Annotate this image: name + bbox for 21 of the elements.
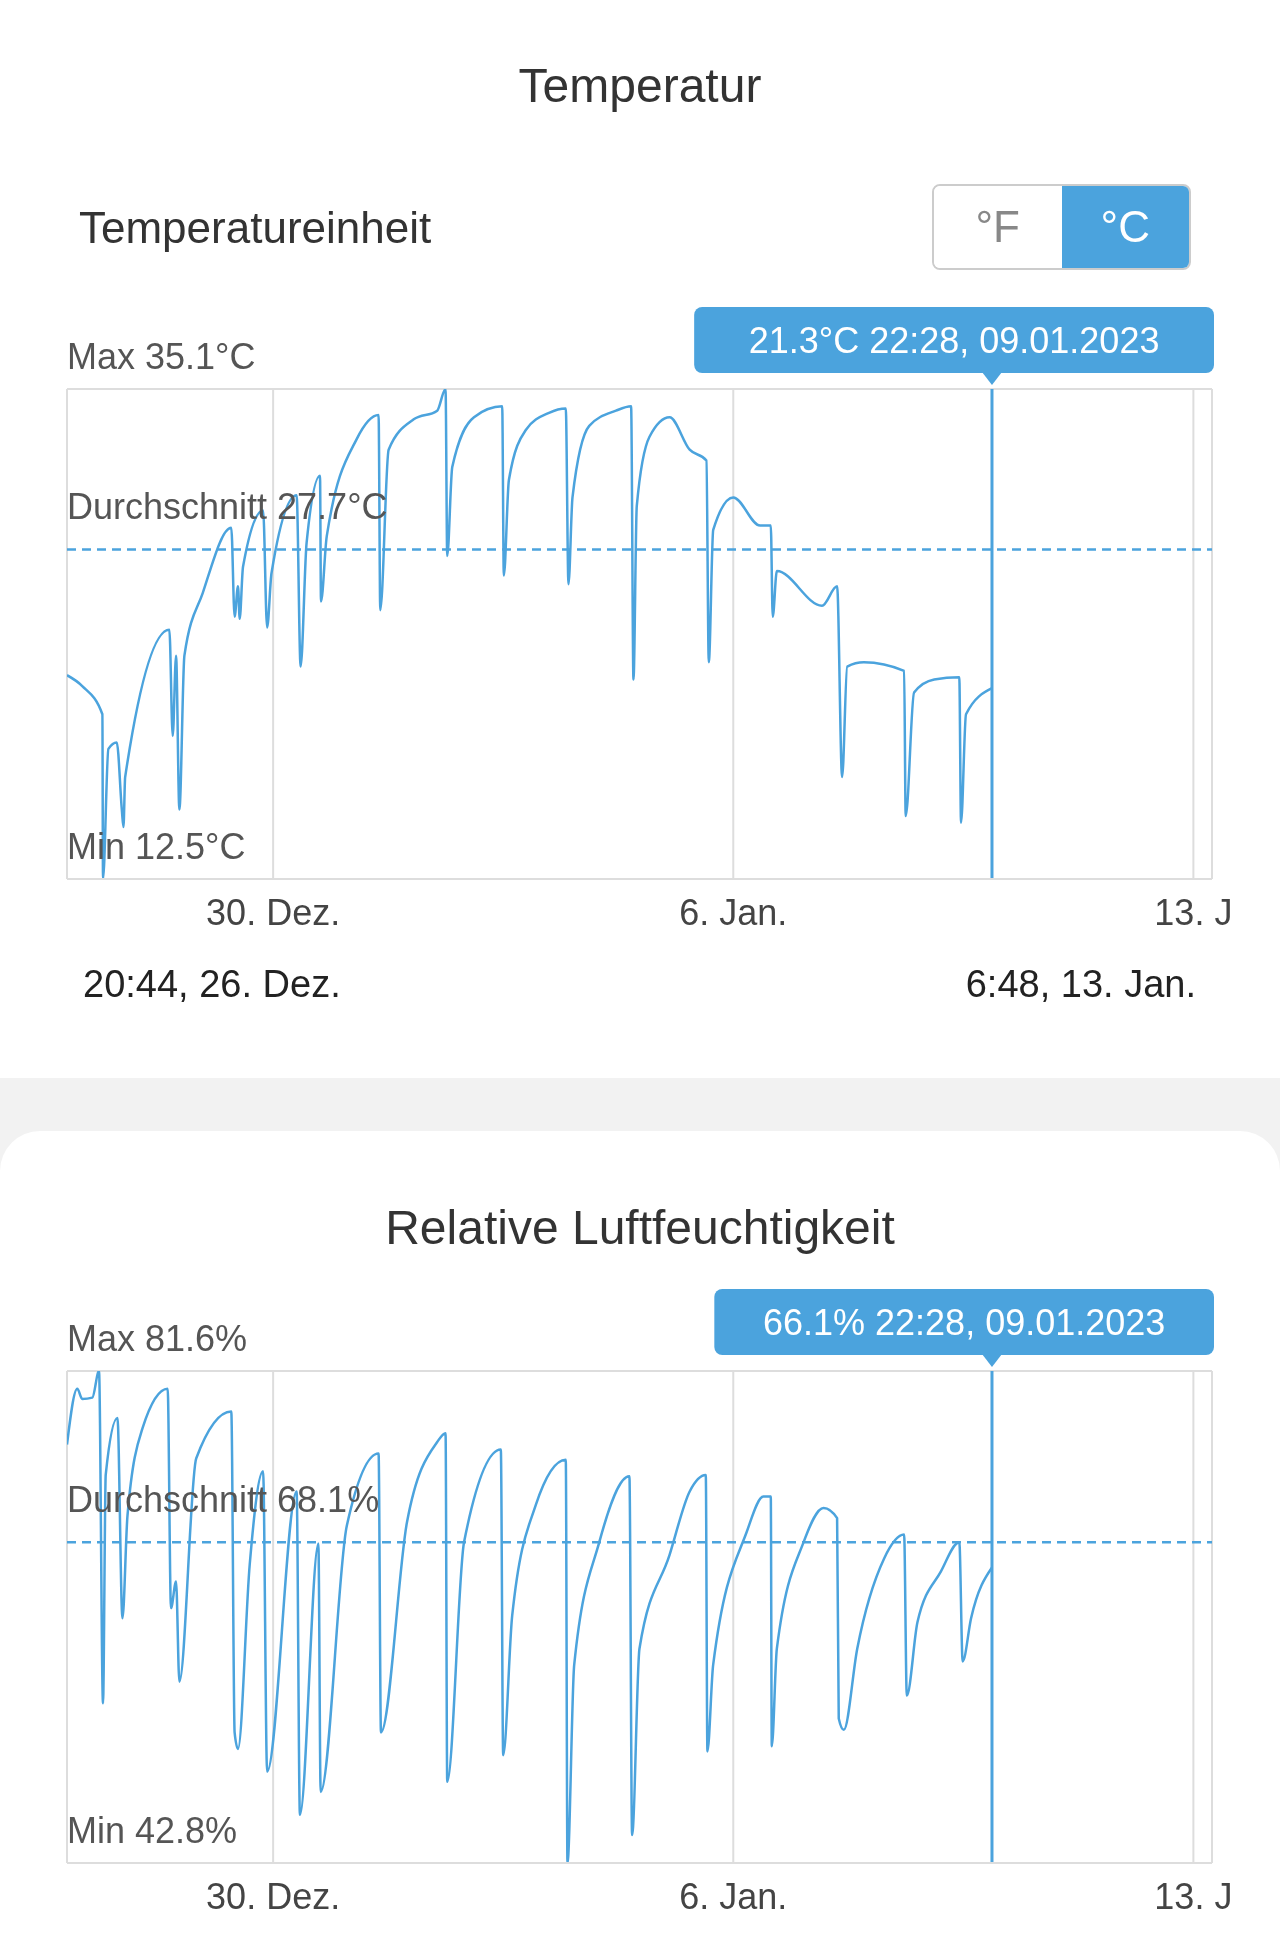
y-tick-label: 12.5°C (135, 826, 246, 867)
y-tick-label: 81.6% (145, 1318, 248, 1359)
text: 6:48, 13. Jan. (965, 963, 1196, 1005)
x-tick-label: 6. Jan. (679, 892, 788, 933)
ref-line-label: 21.3°C 22:28, 09.01.2023 (748, 320, 1160, 361)
text: Max (67, 336, 136, 377)
x-tick-label: 6. Jan. (679, 1876, 788, 1917)
unit-toggle: °F °C (932, 184, 1191, 270)
chart-title: Relative Luftfeuchtigkeit (385, 1201, 895, 1254)
ref-line-label: 66.1% 22:28, 09.01.2023 (762, 1302, 1166, 1343)
y-tick-label: 42.8% (135, 1810, 238, 1851)
x-tick-label: 13. J (1154, 892, 1233, 933)
text: 20:44, 26. Dez. (83, 963, 341, 1005)
annotation: Min (67, 1810, 126, 1851)
x-tick-label: 13. J (1154, 1876, 1233, 1917)
chart-title: Temperatur (518, 59, 762, 112)
x-tick-label: 30. Dez. (206, 1876, 341, 1917)
text: Temperatureinheit (79, 203, 432, 252)
x-tick-label: 30. Dez. (206, 892, 341, 933)
y-tick-label: 35.1°C (145, 336, 256, 377)
text: Max (67, 1318, 136, 1359)
